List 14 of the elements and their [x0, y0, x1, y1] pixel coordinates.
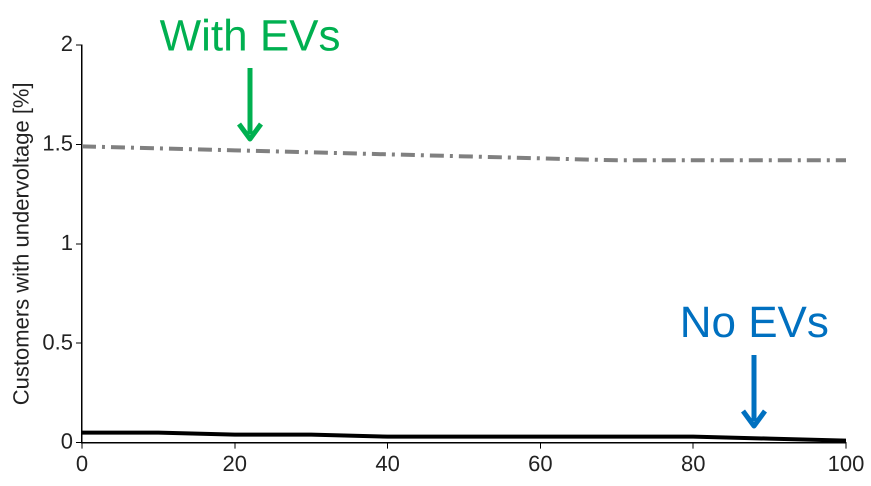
- annotation: No EVs: [680, 298, 829, 347]
- x-tick-label: 100: [828, 450, 864, 476]
- y-tick-label: 1: [60, 230, 73, 255]
- x-tick-label: 20: [222, 450, 248, 476]
- y-tick-label: 1.5: [42, 130, 73, 156]
- x-tick-label: 80: [680, 450, 706, 476]
- y-tick-label: 2: [60, 31, 73, 56]
- y-tick-label: 0.5: [42, 329, 73, 354]
- line-series: [82, 144, 846, 162]
- x-tick-label: 60: [528, 450, 553, 476]
- annotation: With EVs: [160, 12, 341, 61]
- y-axis-title: Customers with undervoltage [%]: [8, 82, 34, 406]
- x-tick-label: 40: [375, 450, 400, 476]
- y-tick-label: 0: [60, 428, 73, 454]
